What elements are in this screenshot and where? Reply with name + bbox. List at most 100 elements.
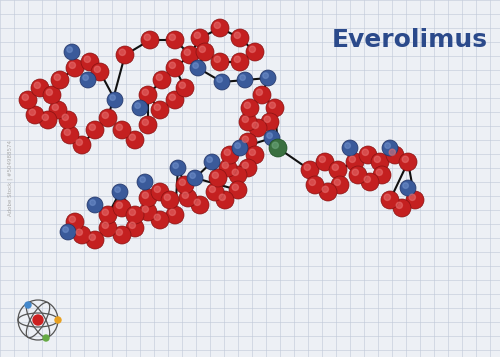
Circle shape [260,70,276,86]
Circle shape [169,62,175,69]
Circle shape [112,184,128,200]
Circle shape [73,226,91,244]
Circle shape [322,186,328,192]
Circle shape [263,73,268,79]
Circle shape [29,109,35,115]
Bar [170,170,330,187]
Circle shape [231,29,249,47]
Circle shape [229,181,247,199]
Circle shape [116,202,122,208]
Circle shape [81,53,99,71]
Circle shape [217,77,222,82]
Circle shape [249,119,267,137]
Circle shape [169,94,175,100]
Circle shape [403,183,408,188]
Bar [120,120,380,237]
Circle shape [234,32,240,39]
Circle shape [166,206,184,224]
Bar [130,130,370,227]
Circle shape [156,74,162,80]
Circle shape [142,206,148,212]
Circle shape [126,206,144,224]
Circle shape [361,173,379,191]
Bar [50,50,450,307]
Circle shape [135,103,140,109]
Circle shape [242,116,248,122]
Circle shape [256,89,262,95]
Circle shape [59,111,77,129]
Circle shape [31,79,49,97]
Bar [150,150,350,207]
Bar [160,160,340,197]
Circle shape [166,91,184,109]
Circle shape [43,86,61,104]
Bar [90,90,410,267]
Circle shape [154,104,160,110]
Circle shape [396,202,402,208]
Circle shape [241,99,259,117]
Circle shape [309,179,316,185]
Circle shape [214,22,220,29]
Circle shape [94,66,100,72]
Circle shape [342,140,358,156]
Circle shape [69,216,75,222]
Circle shape [89,234,96,241]
Circle shape [113,226,131,244]
Circle shape [232,169,238,175]
Bar [220,137,280,220]
Bar [230,127,270,230]
Circle shape [179,82,186,89]
Bar [60,60,440,297]
Circle shape [87,197,103,213]
Circle shape [216,191,234,209]
Circle shape [26,106,44,124]
Circle shape [91,63,109,81]
Circle shape [219,194,226,200]
Circle shape [193,63,198,69]
Circle shape [266,99,284,117]
Circle shape [140,177,145,182]
Circle shape [182,192,188,198]
Circle shape [86,231,104,249]
Circle shape [84,56,90,62]
Circle shape [261,113,279,131]
Circle shape [49,101,67,119]
Circle shape [239,133,257,151]
Circle shape [249,46,256,52]
Circle shape [19,91,37,109]
Circle shape [214,56,220,62]
Circle shape [46,89,52,95]
Circle shape [376,169,382,175]
Circle shape [151,211,169,229]
Circle shape [66,59,84,77]
Circle shape [33,315,43,325]
Circle shape [249,149,256,155]
Circle shape [116,46,134,64]
Circle shape [304,164,310,170]
Circle shape [67,47,72,52]
Circle shape [386,146,404,164]
Circle shape [25,302,31,308]
Circle shape [107,92,123,108]
Circle shape [60,224,76,240]
Circle shape [252,122,258,129]
Circle shape [166,31,184,49]
Circle shape [191,29,209,47]
Bar [220,77,280,280]
Bar [190,167,310,190]
Circle shape [166,59,184,77]
Circle shape [406,191,424,209]
Circle shape [142,119,148,125]
Circle shape [99,206,117,224]
Circle shape [99,219,117,237]
Circle shape [64,129,70,135]
Circle shape [73,136,91,154]
Circle shape [235,143,240,149]
Bar [240,117,260,240]
Circle shape [364,176,370,182]
Bar [230,87,270,270]
Circle shape [242,136,248,142]
Circle shape [161,191,179,209]
Bar [200,157,300,200]
Circle shape [194,32,200,39]
